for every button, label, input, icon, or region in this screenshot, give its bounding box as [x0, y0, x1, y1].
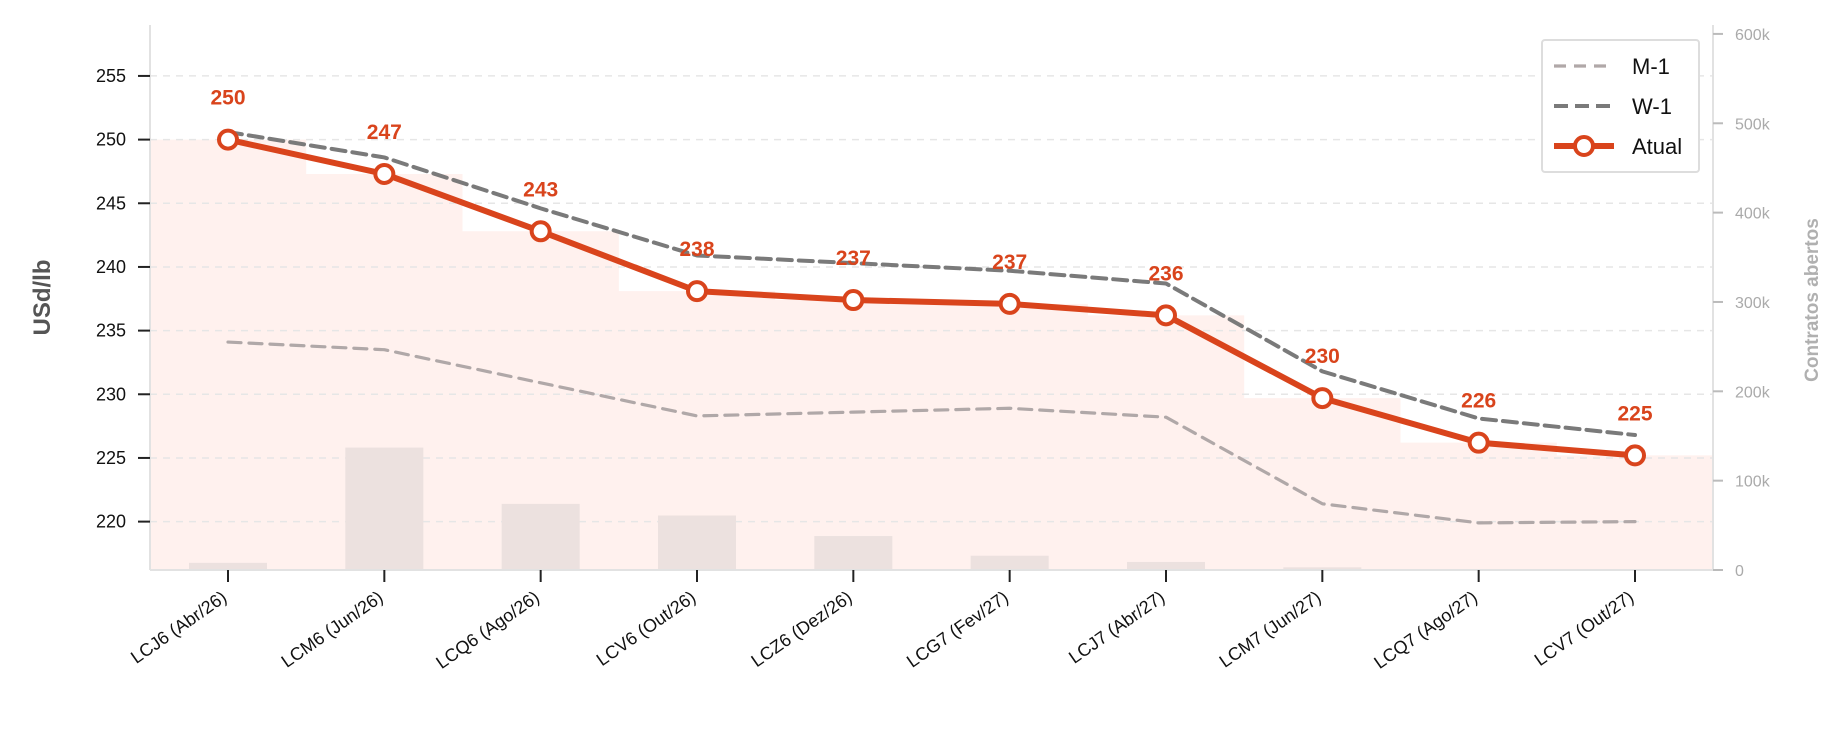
data-label: 238: [679, 238, 714, 261]
y-tick-label: 230: [96, 384, 126, 404]
y-tick-label: 255: [96, 66, 126, 86]
data-label: 250: [210, 87, 245, 110]
y2-tick-label: 0: [1735, 563, 1744, 580]
data-label: 243: [523, 178, 558, 201]
series-line-w-1: [226, 129, 1637, 438]
data-label: 236: [1148, 262, 1183, 285]
data-point: [1624, 444, 1646, 467]
data-point: [1467, 431, 1490, 454]
open-interest-bar: [189, 562, 267, 570]
x-tick-label: LCJ7 (Abr/27): [1065, 587, 1168, 668]
y-axis-title: USd/lb: [29, 260, 56, 336]
open-interest-bar: [658, 515, 736, 570]
y2-tick-label: 400k: [1735, 206, 1771, 223]
data-label: 247: [367, 121, 402, 144]
data-label: 237: [992, 251, 1027, 274]
open-interest-bar: [501, 503, 580, 570]
series-lines: [225, 129, 1638, 525]
data-point: [217, 128, 239, 151]
y2-axis-title: Contratos abertos: [1802, 218, 1823, 382]
legend-label: W-1: [1632, 94, 1672, 119]
open-interest-bar: [814, 536, 893, 570]
data-label: 230: [1305, 345, 1340, 368]
legend-label: Atual: [1632, 134, 1682, 159]
data-point: [686, 280, 708, 303]
y2-tick-label: 100k: [1735, 474, 1771, 491]
open-interest-bars: [189, 447, 1362, 570]
x-tick-label: LCV7 (Out/27): [1531, 587, 1638, 670]
x-tick-label: LCZ6 (Dez/26): [747, 587, 855, 671]
y-tick-label: 250: [96, 130, 126, 150]
x-tick-label: LCJ6 (Abr/26): [127, 587, 230, 668]
data-point: [529, 220, 552, 243]
gridlines: [150, 75, 1713, 523]
y-tick-label: 240: [96, 257, 126, 277]
series-line-atual: [225, 136, 1638, 459]
data-point: [998, 292, 1021, 315]
data-label: 226: [1461, 390, 1496, 413]
data-point: [373, 162, 396, 185]
x-tick-label: LCM6 (Jun/26): [278, 587, 387, 672]
x-tick-label: LCG7 (Fev/27): [903, 587, 1012, 672]
y-tick-label: 220: [96, 512, 126, 532]
open-interest-bar: [1283, 567, 1362, 570]
x-tick-label: LCQ6 (Ago/26): [432, 587, 543, 673]
data-point: [842, 289, 865, 312]
y-tick-label: 245: [96, 193, 126, 213]
shaded-area-layer: [150, 139, 1713, 571]
series-line-m-1: [226, 340, 1637, 525]
legend: M-1 W-1 Atual: [1541, 39, 1700, 173]
x-tick-label: LCQ7 (Ago/27): [1370, 587, 1481, 673]
data-point: [1155, 304, 1177, 327]
data-label: 237: [836, 247, 871, 270]
y2-tick-label: 200k: [1735, 384, 1771, 401]
x-tick-label: LCV6 (Out/26): [593, 587, 700, 670]
data-point: [1311, 387, 1334, 410]
data-label: 225: [1617, 402, 1652, 425]
y-tick-label: 235: [96, 321, 126, 341]
y2-tick-label: 300k: [1735, 295, 1771, 312]
y2-tick-label: 600k: [1735, 27, 1771, 44]
open-interest-bar: [970, 555, 1049, 570]
y2-tick-label: 500k: [1735, 116, 1771, 133]
legend-marker: [1573, 135, 1595, 157]
shaded-area: [150, 139, 1713, 571]
data-labels: 250 247 243 238 237 237 236 230 226 225: [210, 87, 1652, 426]
open-interest-bar: [1127, 561, 1205, 570]
legend-label: M-1: [1632, 54, 1670, 79]
y-tick-label: 225: [96, 448, 126, 468]
open-interest-bar: [345, 447, 424, 570]
x-tick-label: LCM7 (Jun/27): [1216, 587, 1325, 672]
series-markers: [217, 128, 1646, 467]
